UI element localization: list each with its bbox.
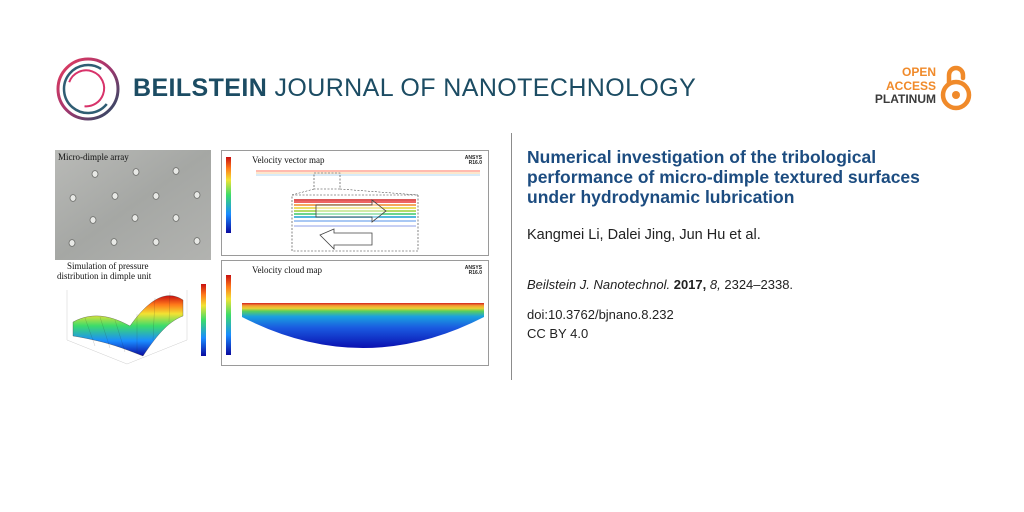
pressure-label-line2: distribution in dimple unit — [57, 271, 152, 281]
pressure-distribution-plot: Simulation of pressure distribution in d… — [55, 260, 213, 370]
vector-map-label: Velocity vector map — [252, 155, 325, 165]
article-authors: Kangmei Li, Dalei Jing, Jun Hu et al. — [527, 227, 761, 243]
photo-label: Micro-dimple array — [58, 152, 129, 162]
cloud-map-graphic — [226, 275, 484, 355]
citation-year: 2017, — [673, 277, 707, 292]
pressure-surface — [66, 284, 206, 365]
open-access-line3: PLATINUM — [874, 92, 936, 106]
article-license[interactable]: CC BY 4.0 — [527, 326, 589, 341]
article-doi[interactable]: doi:10.3762/bjnano.8.232 — [527, 307, 674, 322]
citation-journal: Beilstein J. Nanotechnol. — [527, 277, 671, 292]
velocity-vector-map: Velocity vector map — [221, 150, 489, 256]
citation-volume: 8, — [709, 277, 721, 292]
micro-dimple-photo: Micro-dimple array — [55, 150, 211, 260]
cloud-map-label: Velocity cloud map — [252, 265, 322, 275]
citation-pages: 2324–2338. — [724, 277, 794, 292]
ansys-logo: ANSYS R16.0 — [464, 155, 482, 166]
journal-logo-icon — [56, 57, 120, 121]
article-citation: Beilstein J. Nanotechnol. 2017, 8, 2324–… — [527, 277, 793, 292]
open-access-line2: ACCESS — [885, 78, 936, 93]
velocity-cloud-map: Velocity cloud map ANSYS R16 — [221, 260, 489, 366]
pressure-label-line1: Simulation of pressure — [67, 261, 149, 271]
vector-map-graphic — [226, 157, 480, 252]
open-access-line1: OPEN — [901, 65, 936, 79]
journal-name: BEILSTEIN JOURNAL OF NANOTECHNOLOGY — [133, 74, 697, 102]
open-access-badge: OPEN ACCESS PLATINUM — [874, 65, 936, 107]
dimple-array-image — [55, 150, 211, 260]
ansys-logo: ANSYS R16.0 — [464, 265, 482, 276]
open-access-lock-icon — [940, 65, 972, 111]
divider — [511, 133, 512, 380]
article-title: Numerical investigation of the tribologi… — [527, 147, 920, 207]
